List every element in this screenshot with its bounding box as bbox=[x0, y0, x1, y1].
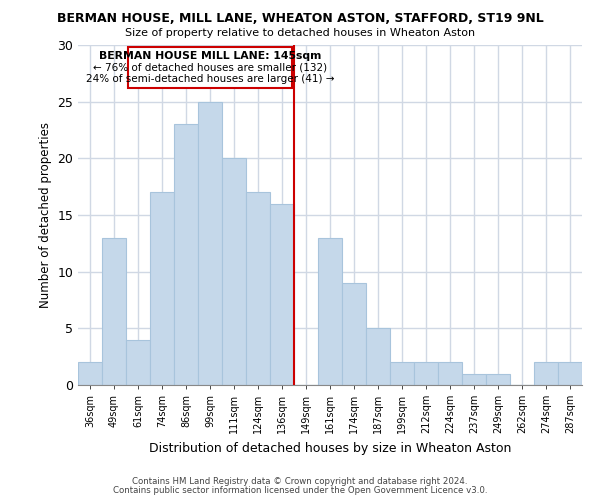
Bar bbox=[198, 102, 222, 385]
Bar bbox=[270, 204, 294, 385]
Bar bbox=[462, 374, 486, 385]
Bar bbox=[78, 362, 102, 385]
Bar bbox=[342, 283, 366, 385]
Text: BERMAN HOUSE, MILL LANE, WHEATON ASTON, STAFFORD, ST19 9NL: BERMAN HOUSE, MILL LANE, WHEATON ASTON, … bbox=[56, 12, 544, 26]
Text: 24% of semi-detached houses are larger (41) →: 24% of semi-detached houses are larger (… bbox=[86, 74, 334, 84]
Bar bbox=[102, 238, 126, 385]
Bar bbox=[438, 362, 462, 385]
Text: Size of property relative to detached houses in Wheaton Aston: Size of property relative to detached ho… bbox=[125, 28, 475, 38]
Bar bbox=[486, 374, 510, 385]
Text: BERMAN HOUSE MILL LANE: 145sqm: BERMAN HOUSE MILL LANE: 145sqm bbox=[99, 50, 321, 60]
FancyBboxPatch shape bbox=[128, 48, 292, 88]
Bar bbox=[150, 192, 174, 385]
X-axis label: Distribution of detached houses by size in Wheaton Aston: Distribution of detached houses by size … bbox=[149, 442, 511, 454]
Bar bbox=[534, 362, 558, 385]
Bar bbox=[318, 238, 342, 385]
Bar bbox=[414, 362, 438, 385]
Bar bbox=[174, 124, 198, 385]
Bar bbox=[390, 362, 414, 385]
Text: Contains HM Land Registry data © Crown copyright and database right 2024.: Contains HM Land Registry data © Crown c… bbox=[132, 477, 468, 486]
Bar bbox=[558, 362, 582, 385]
Text: ← 76% of detached houses are smaller (132): ← 76% of detached houses are smaller (13… bbox=[93, 62, 327, 72]
Bar bbox=[126, 340, 150, 385]
Bar bbox=[222, 158, 246, 385]
Bar bbox=[366, 328, 390, 385]
Y-axis label: Number of detached properties: Number of detached properties bbox=[39, 122, 52, 308]
Text: Contains public sector information licensed under the Open Government Licence v3: Contains public sector information licen… bbox=[113, 486, 487, 495]
Bar bbox=[246, 192, 270, 385]
